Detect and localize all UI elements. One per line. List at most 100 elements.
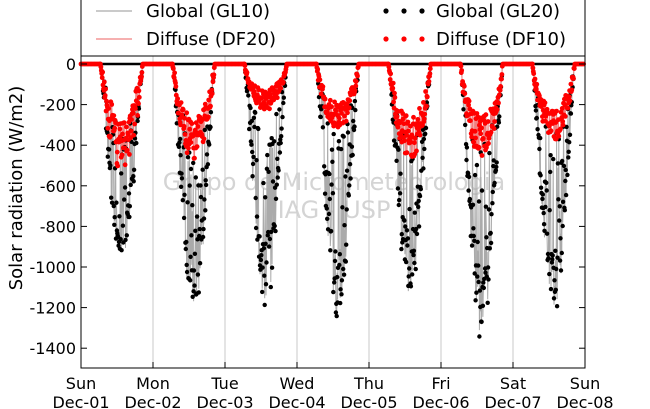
point-global-gl20 [327,171,332,177]
point-global-gl20 [534,115,539,121]
point-diffuse-df10 [387,77,393,82]
point-diffuse-df10 [98,64,104,70]
point-diffuse-df10 [565,105,571,111]
point-diffuse-df10 [488,129,494,135]
point-global-gl20 [176,144,182,149]
point-global-gl20 [464,157,469,163]
point-diffuse-df10 [194,144,200,150]
point-global-gl20 [136,106,142,111]
point-global-gl20 [567,140,572,145]
point-diffuse-df10 [317,77,323,83]
x-tick-date: Dec-07 [484,393,541,409]
point-diffuse-df10 [499,72,505,77]
point-global-gl20 [266,169,271,174]
point-global-gl20 [181,215,187,221]
point-diffuse-df10 [315,67,321,72]
point-global-gl20 [535,127,540,132]
x-tick-day: Thu [353,374,384,393]
point-diffuse-df10 [468,118,473,124]
point-global-gl20 [568,111,574,116]
point-global-gl20 [324,206,329,211]
point-global-gl20 [259,253,264,258]
point-global-gl20 [273,196,279,201]
point-diffuse-df10 [560,119,566,124]
point-diffuse-df10 [405,119,411,125]
point-global-gl20 [347,162,353,167]
point-global-gl20 [272,223,277,229]
point-global-gl20 [117,214,122,219]
point-global-gl20 [333,310,339,315]
legend-label: Global (GL10) [146,1,270,22]
point-global-gl20 [483,204,489,209]
point-global-gl20 [476,279,481,285]
point-global-gl20 [469,243,475,248]
point-global-gl20 [114,200,119,205]
point-diffuse-df10 [192,155,197,161]
point-global-gl20 [274,111,279,117]
legend-label: Diffuse (DF20) [146,29,276,50]
point-diffuse-df10 [479,153,485,158]
point-global-gl20 [281,100,286,106]
point-global-gl20 [119,171,124,176]
point-global-gl20 [490,189,495,195]
point-global-gl20 [118,237,123,242]
point-diffuse-df10 [353,79,359,84]
point-global-gl20 [269,265,275,270]
x-tick-day: Fri [431,374,450,393]
point-global-gl20 [193,228,198,233]
point-global-gl20 [566,149,571,154]
point-diffuse-df10 [491,126,497,131]
point-diffuse-df10 [332,99,337,105]
point-global-gl20 [486,207,492,212]
point-diffuse-df10 [121,120,127,126]
point-global-gl20 [249,118,254,124]
point-global-gl20 [555,255,560,260]
point-global-gl20 [463,122,468,128]
point-global-gl20 [272,139,277,144]
point-diffuse-df10 [122,162,128,168]
point-diffuse-df10 [492,119,497,124]
point-global-gl20 [123,237,128,243]
point-global-gl20 [197,226,202,232]
point-global-gl20 [120,223,126,228]
point-global-gl20 [563,167,568,173]
point-diffuse-df10 [530,61,535,67]
point-global-gl20 [410,272,415,277]
point-global-gl20 [546,256,551,261]
point-global-gl20 [497,114,502,119]
x-tick-day: Sun [570,374,600,393]
point-diffuse-df10 [173,84,179,89]
point-diffuse-df10 [533,86,539,92]
point-global-gl20 [349,144,355,149]
legend-swatch-point [383,36,389,42]
point-diffuse-df10 [206,97,212,103]
point-global-gl20 [461,107,466,112]
point-diffuse-df10 [189,121,195,126]
point-diffuse-df10 [424,103,429,109]
point-global-gl20 [476,199,482,204]
point-global-gl20 [267,236,273,242]
point-global-gl20 [179,176,185,181]
legend-label: Global (GL20) [436,1,560,22]
point-global-gl20 [331,289,336,295]
point-global-gl20 [404,259,409,265]
point-global-gl20 [353,107,358,113]
point-global-gl20 [339,278,345,283]
point-global-gl20 [402,218,407,223]
point-global-gl20 [251,115,257,121]
legend-swatch-point [401,8,407,14]
point-global-gl20 [403,224,408,229]
point-diffuse-df10 [530,65,536,71]
point-global-gl20 [275,175,280,180]
point-global-gl20 [555,161,561,166]
point-global-gl20 [406,274,411,279]
point-global-gl20 [391,138,397,143]
point-diffuse-df10 [395,124,401,130]
point-global-gl20 [423,125,429,131]
point-diffuse-df10 [496,100,501,106]
point-global-gl20 [554,266,559,272]
point-global-gl20 [557,218,562,223]
point-global-gl20 [352,124,357,129]
point-diffuse-df10 [415,117,421,122]
